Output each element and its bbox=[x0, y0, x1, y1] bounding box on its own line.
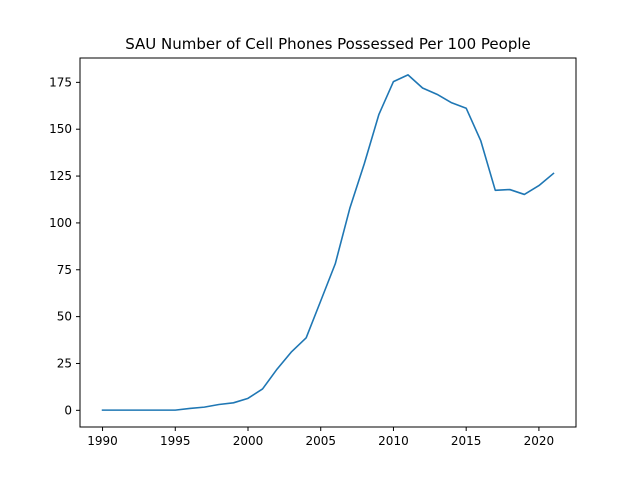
y-tick-label-100: 100 bbox=[49, 216, 72, 230]
axes-frame bbox=[79, 57, 577, 428]
x-tick-label-1995: 1995 bbox=[160, 434, 191, 448]
chart-title: SAU Number of Cell Phones Possessed Per … bbox=[125, 35, 531, 53]
x-tick-label-2015: 2015 bbox=[451, 434, 482, 448]
y-tick-label-125: 125 bbox=[49, 169, 72, 183]
y-tick-label-0: 0 bbox=[64, 403, 72, 417]
x-tick-label-2000: 2000 bbox=[233, 434, 264, 448]
series-line-0 bbox=[101, 74, 555, 411]
y-tick-label-75: 75 bbox=[57, 263, 72, 277]
x-tick-label-1990: 1990 bbox=[87, 434, 118, 448]
x-tick-label-2020: 2020 bbox=[524, 434, 555, 448]
x-tick-label-2005: 2005 bbox=[305, 434, 336, 448]
y-tick-label-150: 150 bbox=[49, 122, 72, 136]
y-tick-label-25: 25 bbox=[57, 356, 72, 370]
y-tick-label-175: 175 bbox=[49, 75, 72, 89]
y-tick-label-50: 50 bbox=[57, 310, 72, 324]
plot-area: 1990 1995 2000 2005 2010 2015 2020 0 25 50 75 100 12… bbox=[49, 57, 577, 448]
x-tick-label-2010: 2010 bbox=[378, 434, 409, 448]
